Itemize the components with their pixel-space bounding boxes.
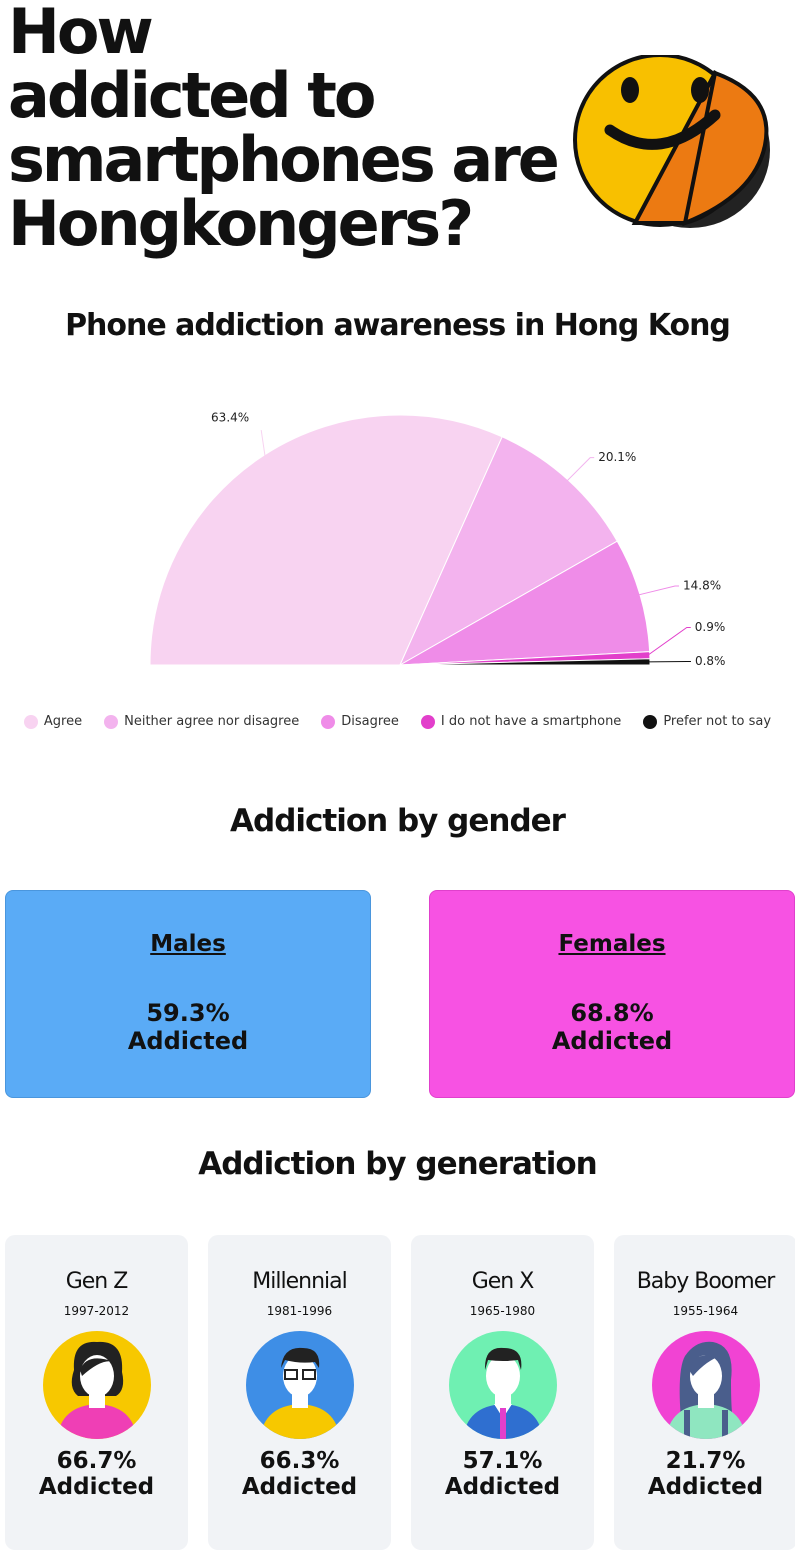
data-label: 20.1% [598,450,636,464]
group-value: 21.7% [665,1448,746,1474]
avatar [245,1331,354,1439]
data-label: 0.9% [695,620,726,634]
legend-item: I do not have a smartphone [420,714,622,729]
group-name: Baby Boomer [636,1269,776,1294]
legend-item: Prefer not to say [643,714,771,729]
legend-label: Disagree [341,714,399,729]
group-years: 1981-1996 [266,1304,333,1318]
legend-label: Prefer not to say [663,714,772,729]
avatar [448,1331,557,1439]
group-status: Addicted [444,1474,561,1500]
group-value: 68.8% [570,999,654,1027]
group-status: Addicted [647,1474,764,1500]
group-value: 66.3% [259,1448,340,1474]
group-name: Females [558,931,666,957]
group-name: Millennial [252,1269,347,1294]
group-status: Addicted [551,1027,673,1055]
legend-swatch [420,714,435,729]
legend-label: I do not have a smartphone [440,714,622,729]
legend-item: Neither agree nor disagree [104,714,299,729]
legend-label: Neither agree nor disagree [124,714,300,729]
group-years: 1965-1980 [469,1304,536,1318]
legend: Agree Neither agree nor disagree Disagree I… [0,714,795,729]
group-value: 57.1% [462,1448,543,1474]
leader-line [637,585,680,596]
section-title: Addiction by generation [198,1146,598,1182]
emoji-illustration [573,55,770,228]
legend-swatch [321,714,336,729]
group-years: 1955-1964 [672,1304,739,1318]
chart-title: Phone addiction awareness in Hong Kong [65,308,731,343]
legend-swatch [104,714,119,729]
group-value: 66.7% [56,1448,137,1474]
gender-card: Females 68.8% Addicted [429,890,795,1098]
group-years: 1997-2012 [63,1304,130,1318]
avatar [42,1331,151,1439]
legend-swatch [643,714,658,729]
leader-line [260,429,266,457]
data-label: 63.4% [211,411,249,425]
group-name: Gen Z [65,1269,129,1294]
legend-item: Disagree [321,714,399,729]
legend-item: Agree [23,714,83,729]
leader-line [566,457,595,482]
page-title: How addicted to smartphones are Hongkong… [8,0,560,260]
section-title: Addiction by gender [230,803,566,839]
group-name: Gen X [471,1269,535,1294]
title-line: addicted to [8,59,376,132]
generation-card: Baby Boomer 1955-1964 21.7% Addicted [614,1235,795,1550]
title-line: smartphones are [8,123,560,196]
group-value: 59.3% [146,999,230,1027]
chart: 63.4% 20.1% 14.8% 0.9% 0.8% [149,411,726,668]
group-status: Addicted [241,1474,358,1500]
generation-card: Gen X 1965-1980 57.1% Addicted [411,1235,594,1550]
avatar [651,1331,760,1439]
title-line: How [8,0,154,68]
legend-label: Agree [43,714,83,729]
generation-card: Millennial 1981-1996 66.3% Addicted [208,1235,391,1550]
group-status: Addicted [38,1474,155,1500]
generation-card: Gen Z 1997-2012 66.7% Addicted [5,1235,188,1550]
pie-slice [149,414,503,666]
leader-line [647,626,691,656]
group-status: Addicted [127,1027,249,1055]
data-label: 0.8% [695,654,726,668]
title-line: Hongkongers? [8,187,474,260]
gender-card: Males 59.3% Addicted [5,890,371,1098]
data-label: 14.8% [683,579,721,593]
legend-swatch [23,714,38,729]
group-name: Males [150,931,226,957]
